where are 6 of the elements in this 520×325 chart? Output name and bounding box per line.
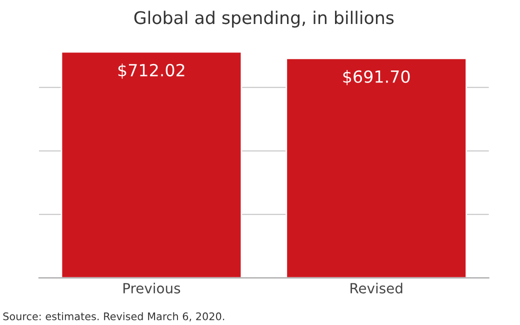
source-note: Source: estimates. Revised March 6, 2020. (3, 312, 224, 322)
x-tick-label: Previous (123, 282, 180, 294)
data-label: $691.70 (343, 70, 410, 86)
chart-title: Global ad spending, in billions (134, 10, 394, 28)
x-tick-label: Revised (350, 282, 402, 294)
data-label: $712.02 (118, 64, 184, 79)
